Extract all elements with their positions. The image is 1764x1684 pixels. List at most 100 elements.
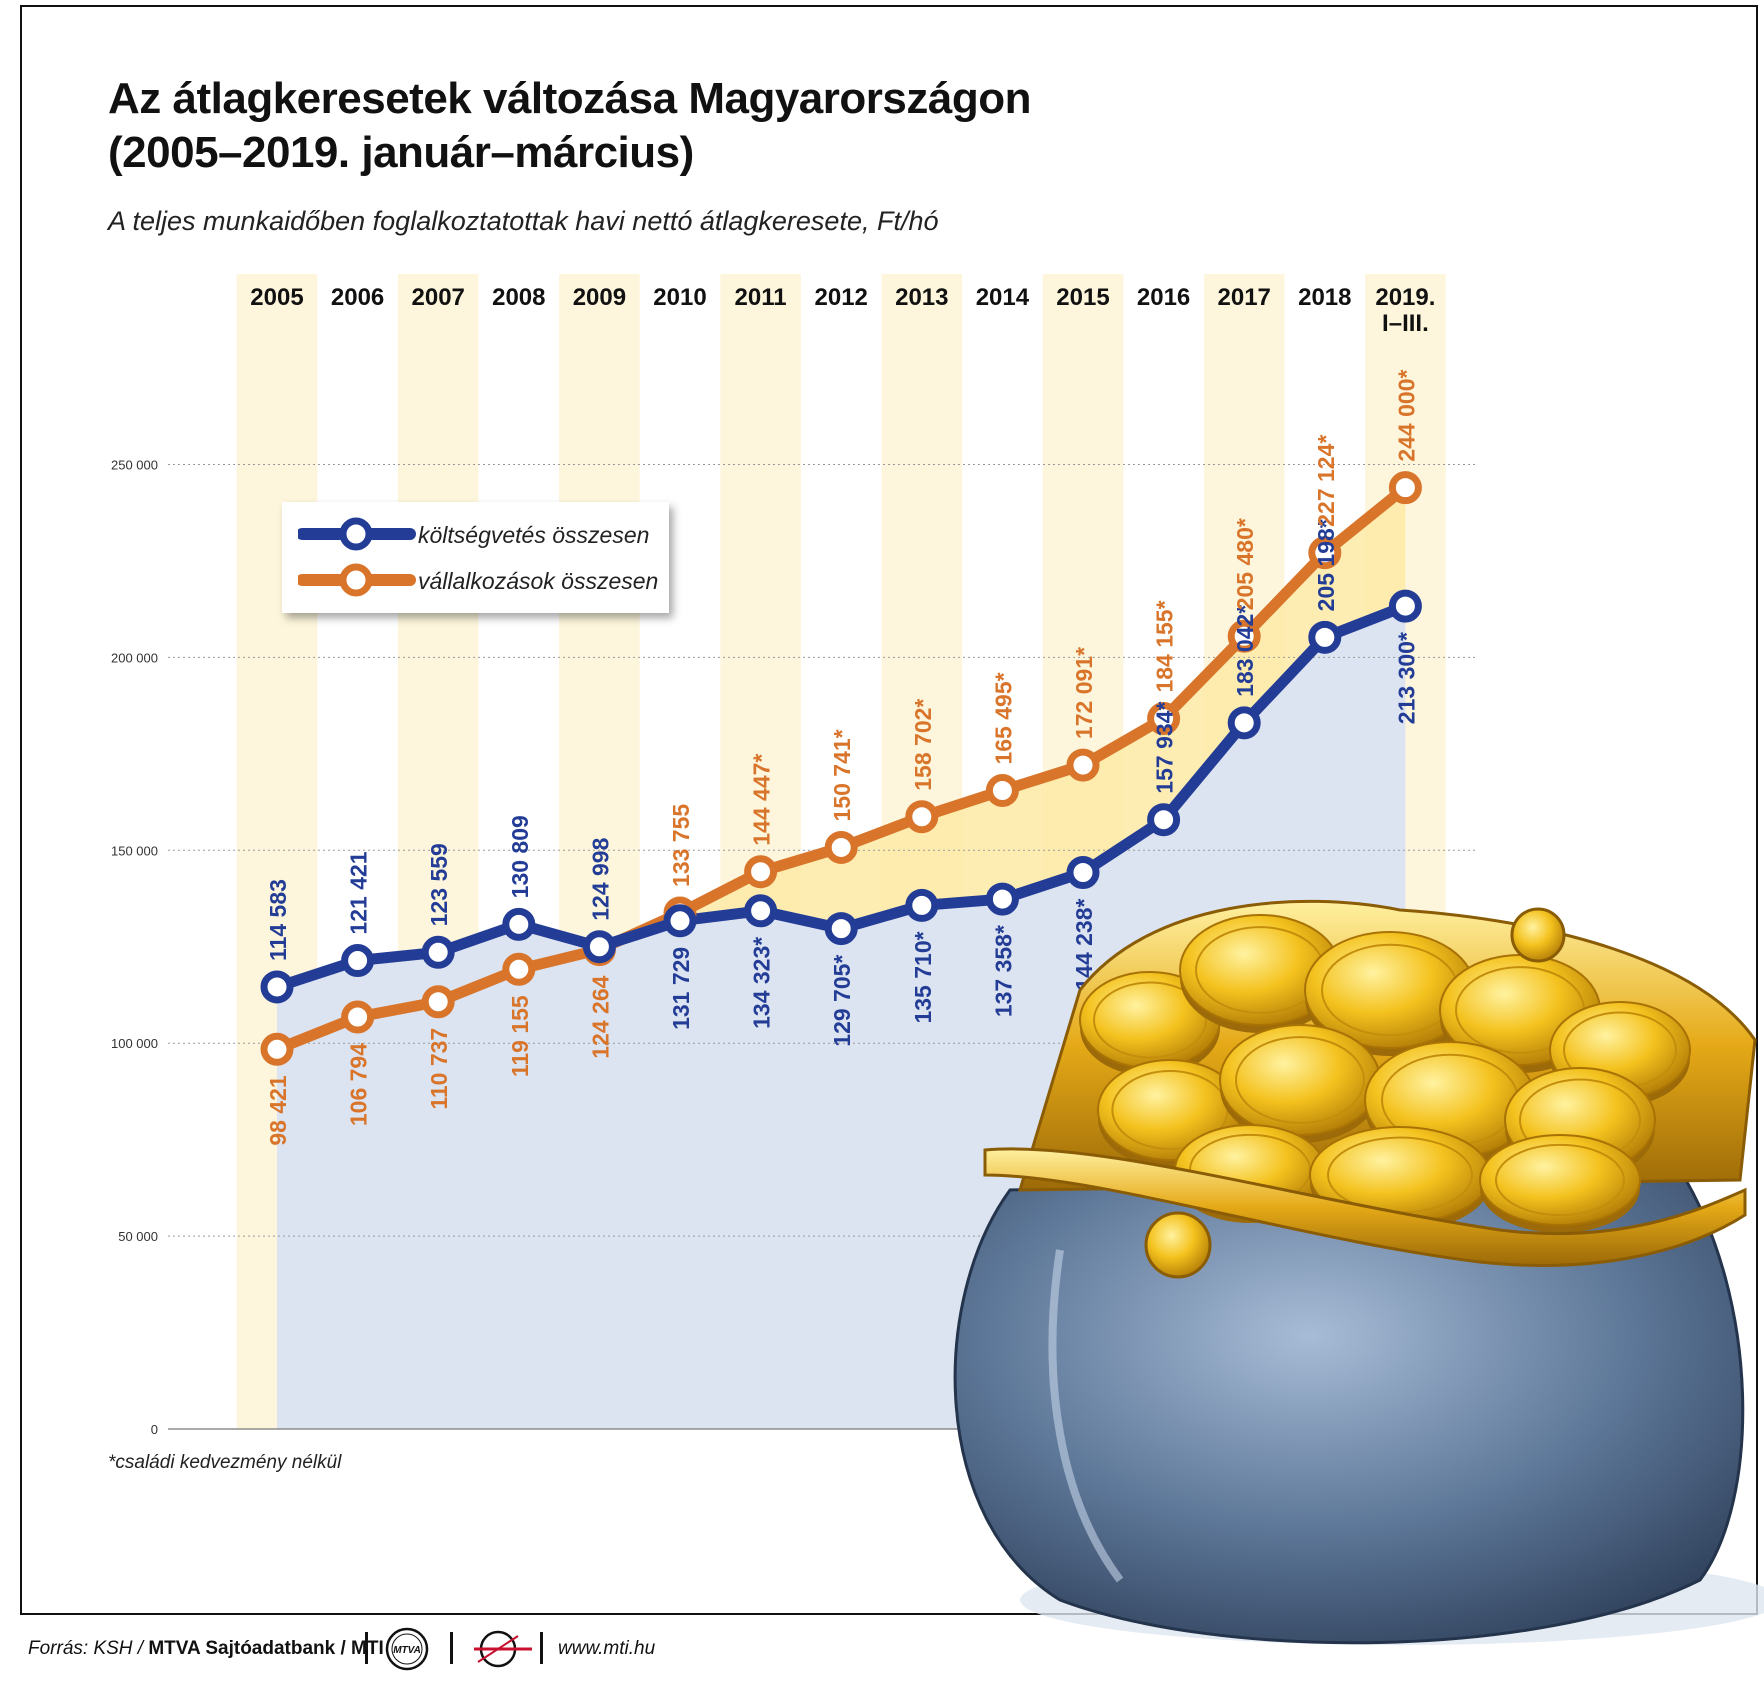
purse-with-coins-icon <box>953 899 1764 1645</box>
y-tick-label: 250 000 <box>111 458 158 473</box>
data-point <box>421 985 455 1019</box>
data-label: 172 091* <box>1071 647 1097 739</box>
data-label: 157 934* <box>1152 702 1178 794</box>
data-label: 158 702* <box>910 699 936 791</box>
legend-item-koltsegvetes: költségvetés összesen <box>298 514 668 554</box>
x-tick-label: 2011 <box>735 284 787 311</box>
data-point <box>1227 619 1261 653</box>
data-point <box>1308 620 1342 654</box>
footer-separator <box>365 1632 368 1664</box>
x-tick-label: 2013 <box>895 284 948 311</box>
source-agency: MTVA Sajtóadatbank / MTI <box>148 1638 384 1659</box>
x-tick-label: 2017 <box>1218 284 1271 311</box>
data-label: 205 480* <box>1232 518 1258 610</box>
data-point <box>744 894 778 928</box>
data-label: 183 042* <box>1232 605 1258 697</box>
data-label: 98 421 <box>265 1075 291 1146</box>
x-tick-label: 2012 <box>815 284 868 311</box>
footer: Forrás: KSH / MTVA Sajtóadatbank / MTI M… <box>20 1620 1750 1680</box>
data-label: 119 155 <box>507 995 533 1077</box>
legend-marker-orange-icon <box>298 563 416 597</box>
coin-rim <box>1093 981 1207 1059</box>
source-credit: Forrás: KSH / MTVA Sajtóadatbank / MTI <box>28 1638 384 1660</box>
data-point <box>744 855 778 889</box>
coin-rim <box>1235 1036 1365 1124</box>
chart-title: Az átlagkeresetek változása Magyarország… <box>108 72 1031 180</box>
data-point <box>824 912 858 946</box>
data-label: 227 124* <box>1313 435 1339 527</box>
data-label: 213 300* <box>1393 632 1419 724</box>
data-point <box>421 935 455 969</box>
data-point <box>905 800 939 834</box>
data-point <box>1066 856 1100 890</box>
data-label: 123 559 <box>426 843 452 926</box>
x-tick-label: 2007 <box>412 284 465 311</box>
chart-title-line-2: (2005–2019. január–március) <box>108 128 694 177</box>
x-tick-label: 2010 <box>653 284 706 311</box>
x-tick-label: 2019. <box>1375 284 1435 311</box>
x-tick-label: 2015 <box>1056 284 1109 311</box>
chart-title-line-1: Az átlagkeresetek változása Magyarország… <box>108 74 1031 123</box>
x-tick-label: 2006 <box>331 284 384 311</box>
data-label: 165 495* <box>990 672 1016 764</box>
data-point <box>1066 748 1100 782</box>
y-tick-label: 150 000 <box>111 843 158 858</box>
footer-separator <box>450 1632 453 1664</box>
data-label: 134 323* <box>749 937 775 1029</box>
data-point <box>663 904 697 938</box>
y-tick-label: 100 000 <box>111 1036 158 1051</box>
website-url: www.mti.hu <box>558 1638 656 1659</box>
y-tick-label: 50 000 <box>118 1229 158 1244</box>
data-label: 124 998 <box>587 837 613 920</box>
data-point <box>260 970 294 1004</box>
purse-clasp-knob <box>1144 1211 1212 1279</box>
data-point <box>1388 471 1422 505</box>
data-point <box>1147 702 1181 736</box>
data-point <box>1388 589 1422 623</box>
data-point <box>502 952 536 986</box>
data-point <box>1308 536 1342 570</box>
data-label: 110 737 <box>426 1028 452 1110</box>
data-label: 184 155* <box>1152 600 1178 692</box>
coin <box>1479 1134 1641 1226</box>
mtva-logo-label: MTVA <box>393 1645 421 1656</box>
data-point <box>905 888 939 922</box>
data-point <box>1227 706 1261 740</box>
data-point <box>824 830 858 864</box>
data-point <box>260 1032 294 1066</box>
x-tick-label: 2018 <box>1298 284 1351 311</box>
data-point <box>341 1000 375 1034</box>
legend-item-vallalkozasok: vállalkozások összesen <box>298 560 668 600</box>
legend-marker-blue-icon <box>298 517 416 551</box>
data-label: 244 000* <box>1393 370 1419 462</box>
chart-subtitle: A teljes munkaidőben foglalkoztatottak h… <box>108 206 939 236</box>
data-label: 144 447* <box>749 754 775 846</box>
coin <box>1219 1024 1381 1136</box>
x-tick-label: 2014 <box>976 284 1030 311</box>
mtva-logo-icon: MTVA <box>385 1627 429 1671</box>
data-point <box>1147 803 1181 837</box>
source-prefix: Forrás: KSH / <box>28 1638 149 1659</box>
data-label: 114 583 <box>265 879 291 961</box>
y-tick-label: 200 000 <box>111 650 158 665</box>
coin-rim <box>1495 1143 1625 1217</box>
purse-clasp-frame-front <box>983 1147 1747 1267</box>
legend-label-koltsegvetes: költségvetés összesen <box>418 522 650 548</box>
x-tick-label: 2008 <box>492 284 545 311</box>
data-point <box>502 907 536 941</box>
data-point <box>985 882 1019 916</box>
legend-label-vallalkozasok: vállalkozások összesen <box>418 568 659 594</box>
mti-logo-icon <box>474 1630 532 1668</box>
x-tick-label: 2009 <box>573 284 626 311</box>
data-point <box>341 944 375 978</box>
data-label: 137 358* <box>990 925 1016 1017</box>
area-gap-fill <box>277 487 1406 987</box>
footnote: *családi kedvezmény nélkül <box>108 1452 342 1473</box>
data-label: 129 705* <box>829 955 855 1047</box>
y-tick-label: 0 <box>151 1422 158 1437</box>
data-point <box>985 774 1019 808</box>
data-label: 121 421 <box>346 851 372 934</box>
data-label: 135 710* <box>910 931 936 1023</box>
data-label: 133 755 <box>668 804 694 887</box>
